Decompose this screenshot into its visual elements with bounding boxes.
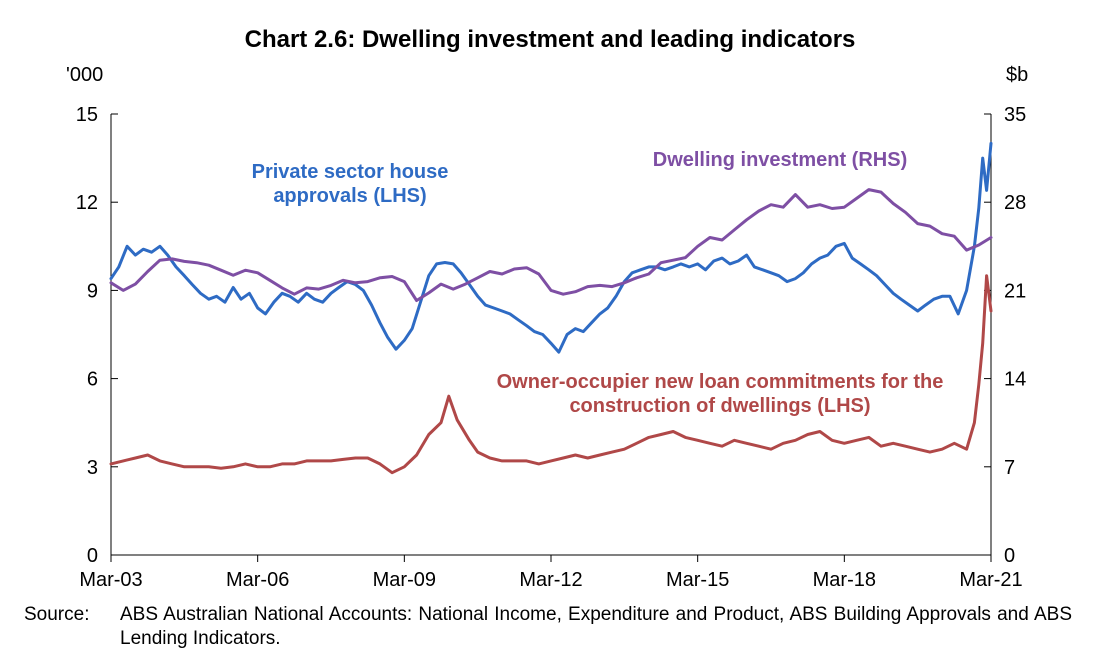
right-axis-tick-label: 28	[1004, 192, 1026, 214]
left-axis-tick-label: 0	[87, 545, 98, 567]
right-axis-tick-label: 14	[1004, 369, 1026, 391]
series-label-dwelling-investment: Dwelling investment (RHS)	[652, 149, 908, 171]
right-axis-tick-label: 21	[1004, 280, 1026, 302]
x-axis-tick-label: Mar-18	[813, 569, 876, 591]
chart-title: Chart 2.6: Dwelling investment and leadi…	[244, 26, 856, 53]
right-axis-tick-label: 0	[1004, 545, 1015, 567]
right-axis-unit: $b	[1006, 64, 1029, 86]
x-axis-tick-label: Mar-12	[519, 569, 582, 591]
x-axis-tick-label: Mar-09	[373, 569, 436, 591]
left-axis-tick-label: 6	[87, 369, 98, 391]
left-axis-tick-label: 3	[87, 457, 98, 479]
left-axis-tick-label: 9	[87, 280, 98, 302]
x-axis-tick-label: Mar-03	[79, 569, 142, 591]
series-label-house-approvals: Private sector house approvals (LHS)	[251, 161, 449, 207]
x-axis-tick-label: Mar-06	[226, 569, 289, 591]
right-axis-tick-label: 35	[1004, 104, 1026, 126]
right-axis-tick-label: 7	[1004, 457, 1015, 479]
x-axis-tick-label: Mar-21	[959, 569, 1022, 591]
left-axis-tick-label: 12	[76, 192, 98, 214]
left-axis-tick-label: 15	[76, 104, 98, 126]
series-line-owner-occupier-loans	[109, 274, 993, 475]
x-axis-tick-label: Mar-15	[666, 569, 729, 591]
series-line-dwelling-investment	[109, 188, 993, 302]
left-axis-unit: '000	[66, 64, 104, 86]
chart-canvas: 0 3 6 9 12 15 0 7 14 21 28 35 Mar-03 Mar-06 Mar-09 Mar-…	[76, 104, 1027, 591]
series-label-owner-occupier-loans: Owner-occupier new loan commitments for …	[496, 371, 944, 417]
source-text: ABS Australian National Accounts: Nation…	[120, 604, 1072, 649]
series-line-house-approvals	[109, 141, 993, 354]
source-label: Source:	[24, 604, 90, 625]
